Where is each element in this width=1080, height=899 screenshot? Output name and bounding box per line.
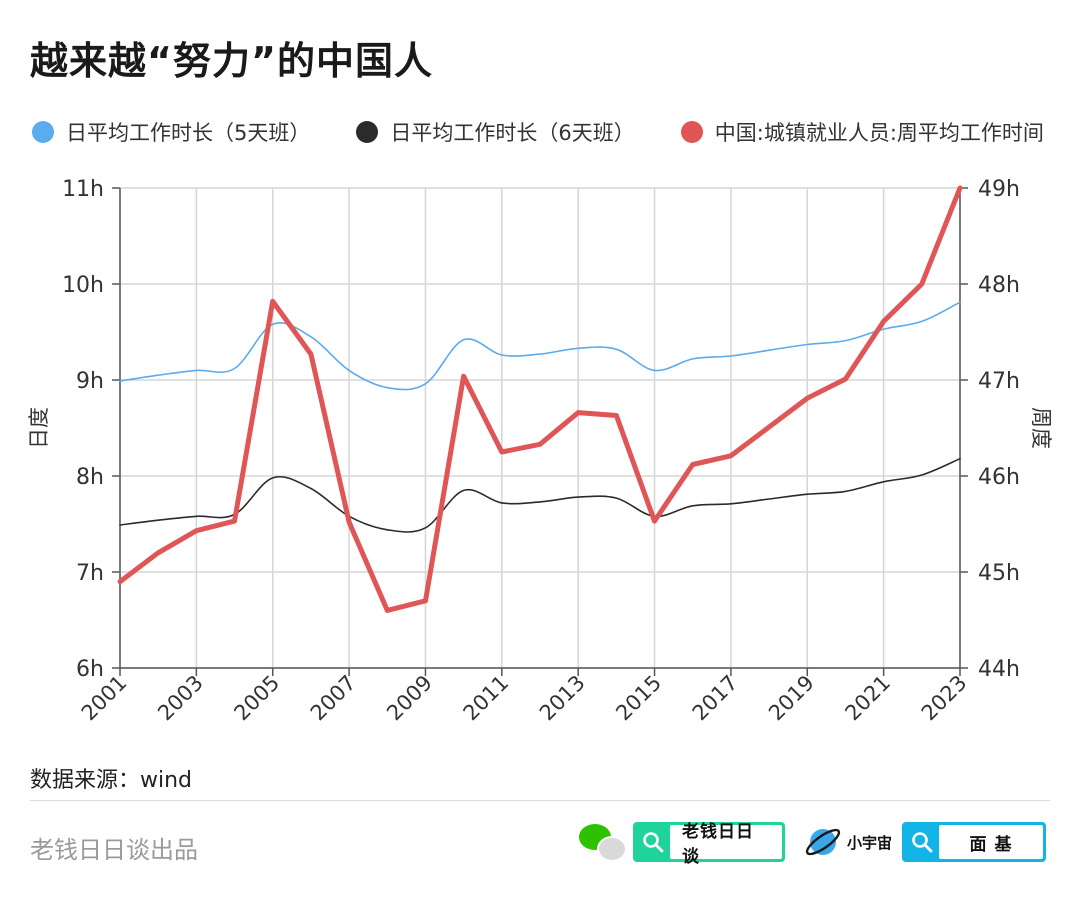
legend-item-weekly: 中国:城镇就业人员:周平均工作时间 <box>680 117 1044 147</box>
footer-divider <box>30 800 1050 801</box>
y-left-tick-label: 10h <box>62 273 104 298</box>
x-tick-label: 2007 <box>306 671 361 726</box>
legend-item-5day: 日平均工作时长（5天班） <box>32 117 310 147</box>
chart-legend: 日平均工作时长（5天班） 日平均工作时长（6天班） 中国:城镇就业人员:周平均工… <box>32 115 1080 149</box>
y-right-tick-label: 48h <box>978 273 1020 298</box>
x-tick-label: 2017 <box>688 671 743 726</box>
y-right-tick-label: 44h <box>978 657 1020 682</box>
y-right-tick-label: 46h <box>978 465 1020 490</box>
y-left-tick-label: 11h <box>62 177 104 202</box>
y-right-tick-label: 45h <box>978 561 1020 586</box>
x-tick-label: 2019 <box>764 671 819 726</box>
x-tick-label: 2023 <box>917 671 972 726</box>
y-left-tick-label: 9h <box>76 369 104 394</box>
y-right-axis-title: 周度 <box>1029 407 1053 449</box>
y-left-tick-label: 7h <box>76 561 104 586</box>
x-tick-label: 2011 <box>459 671 514 726</box>
wechat-icon <box>578 822 627 862</box>
y-left-tick-label: 6h <box>76 657 104 682</box>
legend-label: 日平均工作时长（6天班） <box>390 121 635 145</box>
legend-dot-icon <box>32 121 54 143</box>
x-tick-label: 2005 <box>229 671 284 726</box>
page-title: 越来越“努力”的中国人 <box>30 39 433 83</box>
legend-label: 日平均工作时长（5天班） <box>66 121 311 145</box>
x-tick-label: 2013 <box>535 671 590 726</box>
legend-item-6day: 日平均工作时长（6天班） <box>356 117 635 147</box>
legend-label: 中国:城镇就业人员:周平均工作时间 <box>714 121 1044 145</box>
legend-dot-icon <box>356 121 379 143</box>
footer-badges: 老钱日日谈 小宇宙 面 基 <box>578 822 1046 867</box>
x-tick-label: 2003 <box>153 671 208 726</box>
wechat-search-badge[interactable]: 老钱日日谈 <box>632 822 785 867</box>
x-tick-label: 2009 <box>382 671 437 726</box>
xiaoyuzhou-search-badge[interactable]: 面 基 <box>902 822 1046 862</box>
planet-icon <box>805 828 841 856</box>
series-line-weekly <box>117 185 963 613</box>
y-right-tick-label: 47h <box>978 369 1020 394</box>
search-icon <box>905 825 939 859</box>
producer-credit: 老钱日日谈出品 <box>30 836 198 864</box>
xiaoyuzhou-name: 小宇宙 <box>846 833 892 852</box>
search-icon <box>636 825 670 859</box>
y-right-tick-label: 49h <box>978 177 1020 202</box>
legend-dot-icon <box>680 121 703 143</box>
data-source: 数据来源：wind <box>30 768 193 793</box>
y-left-tick-label: 8h <box>76 465 104 490</box>
series-line-6day <box>119 457 961 533</box>
xiaoyuzhou-account-name: 面 基 <box>939 825 1043 859</box>
wechat-account-name: 老钱日日谈 <box>669 822 782 867</box>
y-left-axis-title: 日度 <box>27 407 51 449</box>
x-tick-label: 2021 <box>840 671 895 726</box>
series-line-5day <box>119 301 961 391</box>
x-tick-label: 2015 <box>611 671 666 726</box>
